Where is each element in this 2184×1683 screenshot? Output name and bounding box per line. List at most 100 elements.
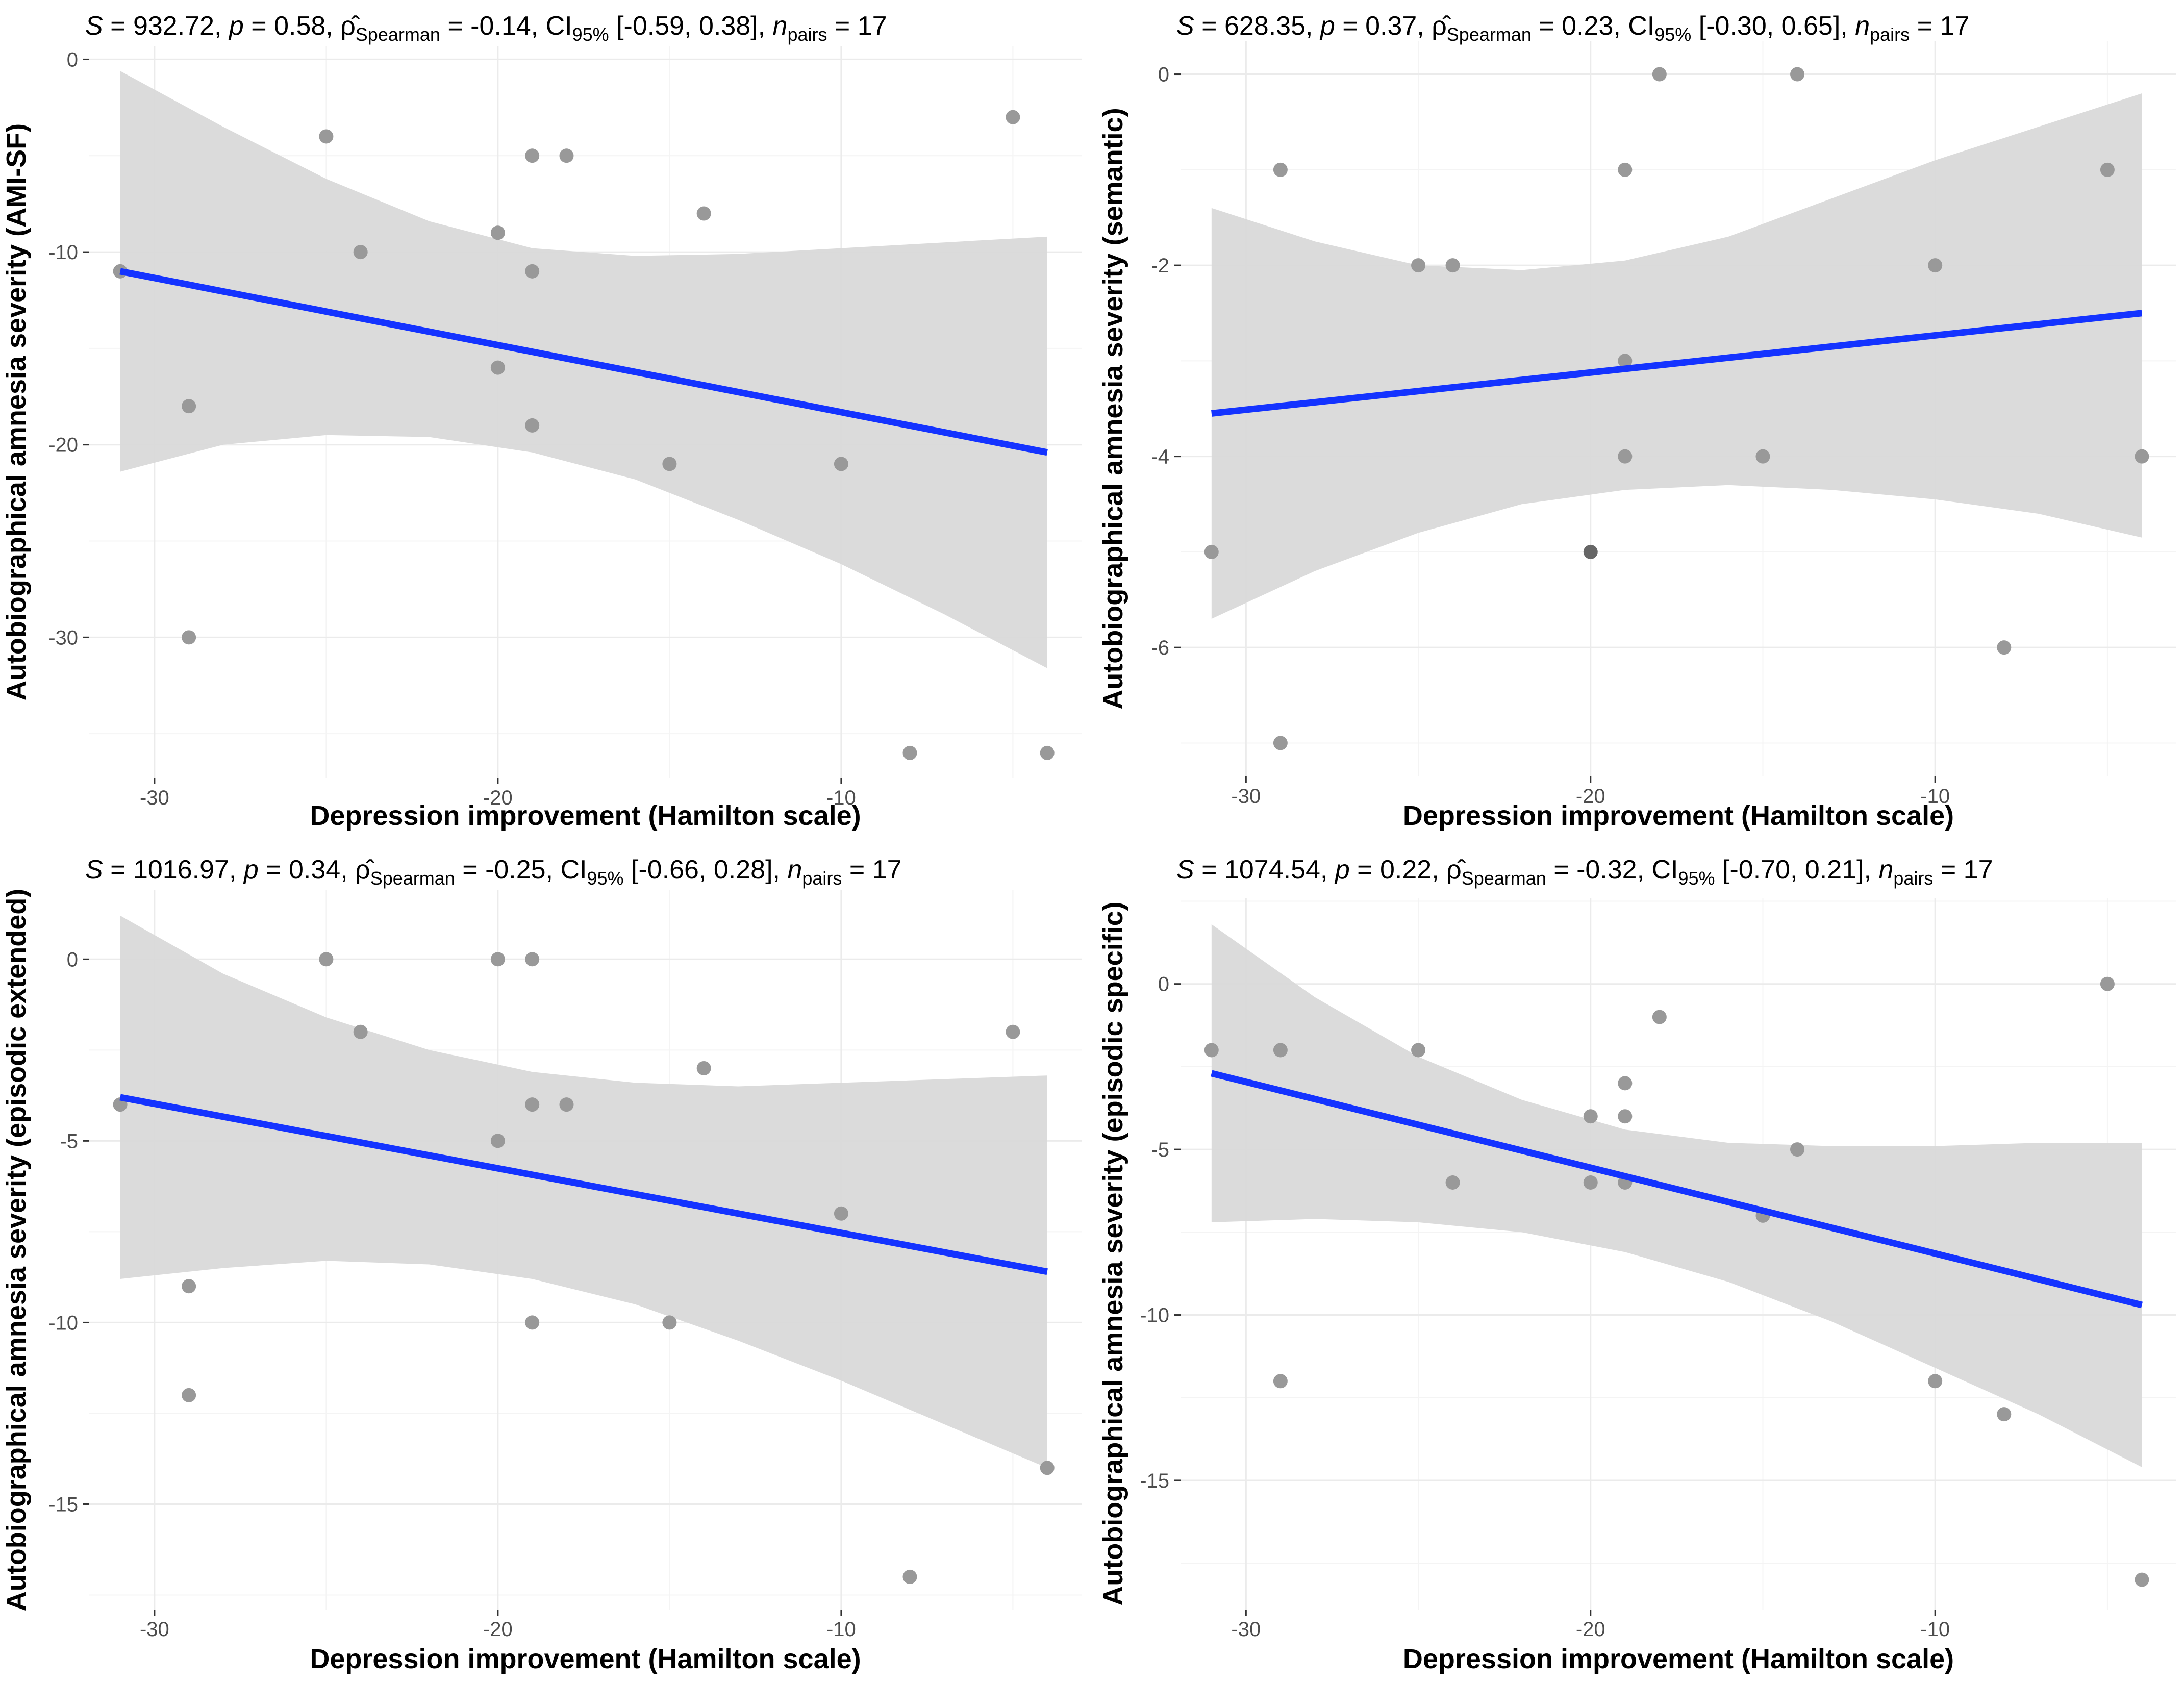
chart-panel-top-right: -30 -20 -10 0 -2 -4 -6 S = 628.35, p = 0.37, ρ̂… — [1098, 11, 2176, 831]
data-point — [559, 1097, 574, 1112]
stat-ci-value: [-0.30, 0.65], — [1691, 11, 1855, 41]
data-point — [1445, 1175, 1460, 1190]
stat-s-symbol: S — [1176, 855, 1194, 885]
data-point — [1204, 1043, 1219, 1058]
stat-s-value: = 932.72, — [103, 11, 229, 41]
data-point — [696, 206, 711, 221]
x-tick-label: -20 — [483, 1618, 513, 1641]
data-point — [525, 264, 540, 279]
stat-n-value: = 17 — [1933, 855, 1993, 885]
stat-n-value: = 17 — [842, 855, 901, 885]
data-point — [902, 1569, 917, 1584]
data-point — [490, 360, 505, 375]
x-tick-label: -10 — [826, 1618, 856, 1641]
x-tick-label: -30 — [1231, 785, 1261, 808]
y-tick-label: -20 — [48, 434, 78, 457]
data-point — [1618, 1076, 1633, 1091]
y-tick-label: -6 — [1151, 637, 1169, 659]
stat-p-symbol: p — [1334, 855, 1350, 885]
stats-title: S = 1074.54, p = 0.22, ρ̂Spearman = -0.3… — [1176, 855, 1993, 889]
data-point — [1273, 736, 1288, 750]
data-point — [1755, 449, 1770, 464]
data-point — [1583, 1175, 1598, 1190]
confidence-band — [120, 915, 1047, 1468]
stat-ci-subscript: 95% — [587, 868, 624, 889]
data-point — [182, 1279, 196, 1294]
stat-s-value: = 1016.97, — [103, 855, 244, 885]
y-tick-label: -15 — [48, 1493, 78, 1516]
stats-title: S = 1016.97, p = 0.34, ρ̂Spearman = -0.2… — [85, 855, 902, 889]
y-axis-title: Autobiographical amnesia severity (seman… — [1098, 108, 1128, 709]
data-point — [1583, 544, 1598, 559]
stat-p-value: = 0.22, — [1350, 855, 1446, 885]
data-point — [1204, 544, 1219, 559]
data-point — [696, 1061, 711, 1075]
x-axis-title: Depression improvement (Hamilton scale) — [310, 800, 861, 831]
x-tick-label: -10 — [1920, 1618, 1950, 1641]
data-point — [525, 1097, 540, 1112]
confidence-band — [1211, 93, 2142, 619]
y-axis-title: Autobiographical amnesia severity (episo… — [1, 889, 32, 1611]
x-axis-title: Depression improvement (Hamilton scale) — [310, 1644, 861, 1674]
stat-rho-value: = -0.32, CI — [1546, 855, 1678, 885]
y-axis-title: Autobiographical amnesia severity (AMI-S… — [1, 123, 32, 700]
stat-p-symbol: p — [1319, 11, 1335, 41]
data-point — [834, 457, 848, 471]
stat-n-subscript: pairs — [1870, 24, 1910, 45]
data-point — [1618, 449, 1633, 464]
x-tick-label: -10 — [826, 787, 856, 809]
data-point — [1790, 1142, 1805, 1157]
data-point — [1040, 745, 1055, 760]
y-tick-label: -5 — [1151, 1139, 1169, 1161]
x-axis-title: Depression improvement (Hamilton scale) — [1403, 1644, 1954, 1674]
stat-rho-subscript: Spearman — [356, 24, 440, 45]
y-tick-label: -10 — [48, 1312, 78, 1334]
data-point — [1997, 640, 2012, 655]
data-point — [662, 457, 677, 471]
stat-n-symbol: n — [787, 855, 802, 885]
data-point — [1040, 1461, 1055, 1475]
stat-s-value: = 1074.54, — [1194, 855, 1335, 885]
data-point — [319, 129, 334, 144]
data-point — [182, 630, 196, 645]
y-tick-label: -15 — [1140, 1470, 1169, 1492]
data-point — [490, 225, 505, 240]
stat-n-symbol: n — [1855, 11, 1870, 41]
stat-rho-subscript: Spearman — [1447, 24, 1532, 45]
data-point — [1583, 1109, 1598, 1124]
stats-title: S = 932.72, p = 0.58, ρ̂Spearman = -0.14… — [85, 11, 887, 45]
data-point — [525, 148, 540, 163]
data-point — [834, 1206, 848, 1221]
data-point — [1618, 1109, 1633, 1124]
data-point — [1618, 354, 1633, 368]
y-tick-label: 0 — [67, 948, 78, 971]
data-point — [353, 1024, 368, 1039]
data-point — [1928, 258, 1943, 273]
data-point — [1006, 110, 1020, 124]
stats-title: S = 628.35, p = 0.37, ρ̂Spearman = 0.23,… — [1176, 11, 1969, 45]
stat-ci-value: [-0.66, 0.28], — [624, 855, 788, 885]
regression-line — [119, 268, 1048, 456]
stat-ci-subscript: 95% — [1678, 868, 1715, 889]
stat-s-symbol: S — [85, 11, 103, 41]
stat-ci-subscript: 95% — [572, 24, 609, 45]
data-point — [559, 148, 574, 163]
y-tick-label: -4 — [1151, 446, 1169, 468]
data-point — [1273, 1043, 1288, 1058]
x-axis-title: Depression improvement (Hamilton scale) — [1403, 800, 1954, 831]
y-tick-label: 0 — [1158, 64, 1169, 86]
y-axis-title: Autobiographical amnesia severity (episo… — [1098, 901, 1128, 1605]
data-point — [662, 1315, 677, 1330]
x-tick-label: -30 — [140, 787, 169, 809]
y-tick-label: -5 — [60, 1130, 78, 1152]
data-point — [490, 952, 505, 967]
data-point — [2100, 976, 2115, 991]
data-point — [182, 399, 196, 414]
stat-ci-subscript: 95% — [1654, 24, 1691, 45]
x-tick-label: -20 — [1576, 1618, 1605, 1641]
data-point — [2135, 1572, 2149, 1587]
confidence-band — [120, 71, 1047, 668]
stat-p-symbol: p — [243, 855, 259, 885]
stat-p-value: = 0.58, — [244, 11, 340, 41]
stat-rho-subscript: Spearman — [370, 868, 455, 889]
